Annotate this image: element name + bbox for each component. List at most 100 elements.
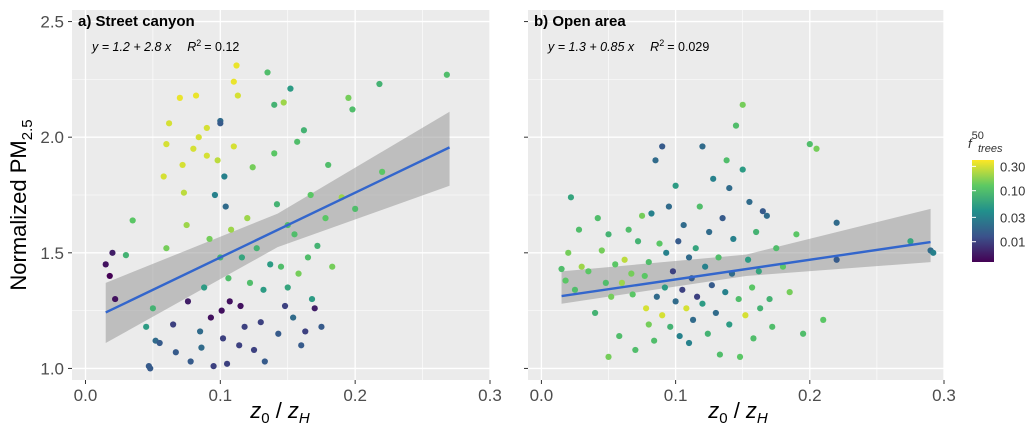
data-point xyxy=(786,289,793,296)
data-point xyxy=(710,175,717,182)
data-point xyxy=(696,203,703,210)
data-point xyxy=(735,295,742,303)
x-axis-title-h-b: H xyxy=(757,410,768,427)
data-point xyxy=(165,120,173,127)
data-point xyxy=(746,198,753,206)
equation-text: y = 1.2 + 2.8 x xyxy=(91,40,172,54)
legend-label: 0.10 xyxy=(1000,184,1025,199)
data-point xyxy=(706,228,713,236)
x-axis-title-slash-b: / xyxy=(728,398,746,423)
data-point xyxy=(625,226,632,233)
y-axis-title-sub: 2.5 xyxy=(19,119,36,140)
r2-exponent: 2 xyxy=(659,38,664,48)
data-point xyxy=(106,272,113,280)
data-point xyxy=(311,305,318,312)
r2-exponent: 2 xyxy=(196,38,201,48)
data-point xyxy=(222,203,229,210)
data-point xyxy=(203,152,210,159)
x-tick-label: 0.3 xyxy=(932,386,956,405)
data-point xyxy=(769,323,776,330)
y-axis-title: Normalized PM2.5 xyxy=(6,119,36,290)
data-point xyxy=(187,358,194,365)
data-point xyxy=(702,263,709,270)
x-axis-title-zero-b: 0 xyxy=(719,410,727,427)
x-tick-label: 0.0 xyxy=(530,386,554,405)
regression-equation: y = 1.2 + 2.8 x R2 = 0.12 xyxy=(91,38,239,54)
data-point xyxy=(562,277,569,284)
x-axis-title-h: H xyxy=(299,410,310,427)
legend-title-f: f xyxy=(968,136,973,151)
x-tick-label: 0.3 xyxy=(478,386,502,405)
confidence-band xyxy=(561,208,931,304)
data-point xyxy=(223,360,231,367)
x-axis-title-a: z0 / zH xyxy=(249,398,310,427)
regression-line xyxy=(105,146,451,314)
regression-line xyxy=(561,240,931,298)
panel-a: 0.0 0.1 0.2 0.3 1.0 1.5 2.0 2.5 a) Street canyon… xyxy=(40,10,502,405)
data-point xyxy=(693,293,701,300)
data-point xyxy=(730,235,737,243)
data-point xyxy=(742,312,749,319)
x-axis-title-zh: z xyxy=(287,398,299,423)
data-point xyxy=(585,268,592,275)
data-point xyxy=(806,141,813,148)
data-point xyxy=(300,127,308,134)
data-point xyxy=(675,238,682,245)
data-point xyxy=(653,293,660,300)
data-point xyxy=(605,231,612,238)
data-point xyxy=(170,321,177,328)
data-point xyxy=(651,337,658,344)
data-point xyxy=(739,101,746,108)
data-point xyxy=(201,284,208,291)
data-point xyxy=(295,270,302,277)
data-point xyxy=(277,263,285,270)
data-point xyxy=(236,342,243,349)
data-point xyxy=(238,254,245,261)
data-point xyxy=(267,261,274,268)
data-point xyxy=(672,182,679,189)
data-point xyxy=(616,332,623,340)
x-tick-label: 0.0 xyxy=(74,386,98,405)
data-point xyxy=(608,293,615,300)
data-point xyxy=(628,270,635,277)
data-point xyxy=(575,226,583,233)
data-point xyxy=(757,305,764,312)
data-point xyxy=(257,319,264,326)
data-point xyxy=(656,240,663,247)
data-point xyxy=(612,261,619,268)
data-point xyxy=(793,231,800,238)
data-point xyxy=(249,164,256,171)
data-point xyxy=(726,184,733,192)
legend-label: 0.01 xyxy=(1000,235,1025,250)
data-point xyxy=(207,314,214,321)
data-point xyxy=(349,106,356,113)
data-point xyxy=(744,256,752,263)
data-point xyxy=(179,161,186,169)
x-axis-title-b: z0 / zH xyxy=(707,398,768,427)
data-point xyxy=(198,344,205,351)
data-point xyxy=(230,143,237,150)
data-point xyxy=(163,245,170,252)
data-point xyxy=(307,191,314,199)
legend-label: 0.03 xyxy=(1000,210,1025,225)
data-point xyxy=(345,94,352,101)
data-point xyxy=(567,194,575,201)
data-point xyxy=(443,71,450,78)
data-point xyxy=(766,295,773,303)
data-point xyxy=(195,134,202,141)
confidence-band xyxy=(105,111,450,343)
data-point xyxy=(298,342,305,349)
data-point xyxy=(352,205,359,212)
legend-label: 0.30 xyxy=(1000,159,1025,174)
data-point xyxy=(314,242,321,249)
data-point xyxy=(685,254,693,261)
data-point xyxy=(598,247,605,254)
data-point xyxy=(210,363,217,370)
data-point xyxy=(218,307,225,314)
data-point xyxy=(261,358,268,365)
data-point xyxy=(594,215,601,222)
data-point xyxy=(663,249,670,256)
data-point xyxy=(661,284,668,291)
data-point xyxy=(753,228,760,236)
